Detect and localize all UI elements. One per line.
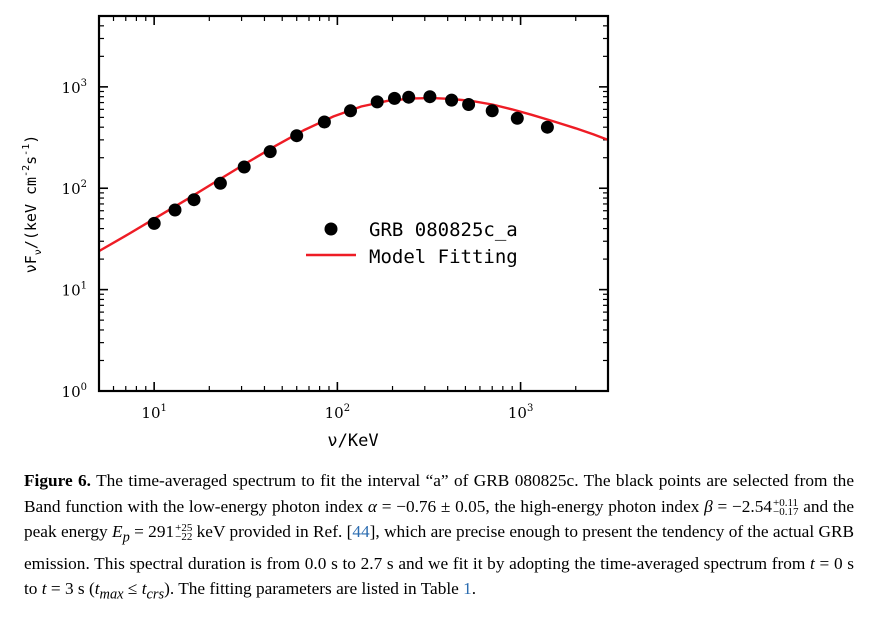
caption-text: and the peak energy: [24, 496, 855, 542]
alpha-symbol: α: [367, 496, 377, 516]
beta-error-low: −0.17: [772, 505, 799, 518]
model-fitting-line: [99, 96, 608, 253]
beta-symbol: β: [704, 496, 713, 516]
alpha-value: = −0.76 ± 0.05, the high-energy photon i…: [376, 496, 705, 516]
spectrum-chart: 101 102 103 100 101 102 103 ν/KeV νFν/(keV cm…: [21, 14, 610, 451]
beta-error-up: +0.11: [772, 496, 799, 509]
data-point: [485, 104, 499, 118]
caption-text: The time-averaged spectrum to fit the in…: [24, 471, 854, 516]
plot-frame: [97, 14, 610, 393]
data-point: [147, 216, 161, 230]
data-point: [290, 129, 304, 143]
figure-label: Figure 6.: [24, 471, 91, 490]
legend-label-points: GRB 080825c_a: [369, 219, 518, 241]
y-tick-label: 102: [62, 179, 87, 198]
data-point: [370, 95, 384, 109]
data-point: [423, 90, 437, 104]
caption-text: = 0 s to: [24, 553, 855, 599]
data-point: [445, 93, 459, 107]
data-point: [510, 111, 524, 125]
t-symbol: t: [41, 579, 47, 599]
ep-errors: +25 −22: [175, 522, 193, 544]
y-tick-labels: 100 101 102 103: [62, 78, 87, 401]
x-axis-label: ν/KeV: [327, 431, 378, 451]
y-axis-label: νFν/(keV cm-2s-1): [21, 135, 44, 274]
caption-text: = 3 s (: [46, 579, 95, 599]
data-point: [168, 203, 182, 217]
data-point: [237, 160, 251, 174]
t-symbol: t: [810, 553, 815, 573]
figure-caption: Figure 6. The time-averaged spectrum to …: [24, 468, 854, 608]
y-tick-label: 101: [62, 281, 87, 300]
caption-text: ). The fitting parameters are listed in …: [164, 579, 464, 599]
data-point: [213, 176, 227, 190]
legend: GRB 080825c_a Model Fitting: [306, 219, 518, 268]
tmax-subscript: max: [99, 586, 124, 603]
caption-text: ], which are precise enough to present t…: [24, 522, 854, 573]
caption-text: .: [471, 579, 477, 599]
ep-error-up: +25: [175, 522, 193, 535]
ep-symbol: E: [112, 522, 123, 541]
tcrs-subscript: crs: [146, 586, 165, 603]
data-point: [462, 98, 476, 111]
data-point: [263, 145, 277, 159]
data-points: [147, 90, 554, 230]
data-point: [317, 115, 331, 129]
x-tick-label: 103: [508, 403, 533, 422]
y-tick-label: 103: [62, 78, 87, 97]
data-point: [402, 90, 416, 104]
data-point: [388, 91, 401, 105]
data-point: [540, 120, 554, 134]
major-ticks: [99, 16, 608, 392]
ep-value: = 291: [129, 522, 175, 541]
table-link[interactable]: 1: [463, 579, 472, 599]
x-tick-label: 102: [325, 403, 350, 422]
beta-errors: +0.11 −0.17: [772, 496, 799, 518]
tcrs-symbol: t: [141, 579, 147, 599]
y-tick-label: 100: [62, 382, 87, 401]
tmax-symbol: t: [94, 579, 100, 599]
data-point: [344, 104, 357, 118]
x-tick-label: 101: [141, 403, 166, 422]
caption-text: keV provided in Ref. [: [192, 522, 353, 541]
ep-error-low: −22: [175, 531, 193, 544]
beta-value: = −2.54: [712, 496, 772, 516]
x-tick-labels: 101 102 103: [141, 403, 533, 422]
data-point: [187, 193, 201, 207]
minor-ticks: [98, 15, 609, 391]
ep-subscript: p: [122, 529, 130, 546]
caption-text: ≤: [123, 579, 142, 599]
legend-marker-points: [324, 222, 338, 236]
legend-label-line: Model Fitting: [369, 246, 518, 268]
reference-link[interactable]: 44: [352, 522, 370, 541]
